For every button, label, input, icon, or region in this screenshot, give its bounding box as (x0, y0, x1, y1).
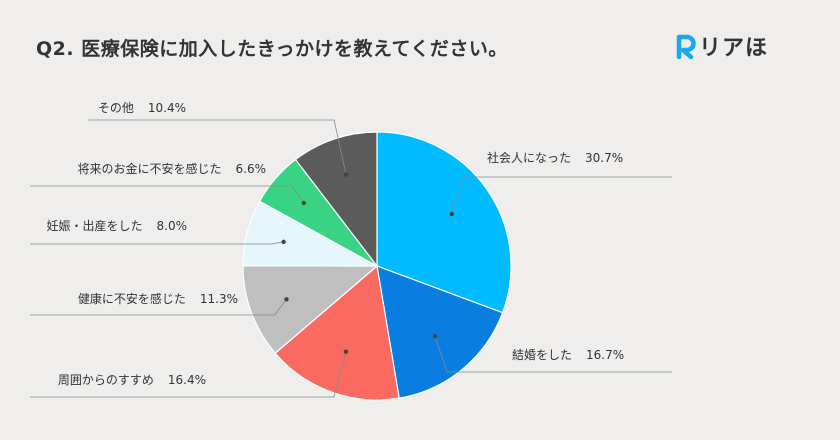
leader-dot-7 (343, 172, 349, 177)
leader-line-4 (30, 299, 287, 316)
slice-label-4: 健康に不安を感じた 11.3% (78, 291, 238, 306)
pie-slice-7 (294, 131, 378, 268)
brand-logo: リアほ (675, 30, 768, 62)
leader-line-7 (88, 119, 347, 175)
leader-dot-2 (432, 334, 438, 339)
brand-name: リアほ (699, 36, 769, 61)
slice-label-5: 妊娠・出産をした 8.0% (46, 218, 187, 233)
pie-slice-4 (242, 265, 379, 354)
slice-label-6: 将来のお金に不安を感じた 6.6% (77, 161, 266, 176)
pie-slice-1 (376, 131, 512, 314)
leader-dot-4 (284, 297, 289, 302)
brand-r-icon (676, 34, 696, 59)
leader-line-2 (434, 336, 672, 373)
leader-line-1 (451, 176, 672, 215)
slice-label-3: 周囲からのすすめ 16.4% (58, 373, 206, 387)
slice-label-7: その他 10.4% (98, 101, 186, 115)
pie-slice-2 (376, 265, 504, 399)
leader-line-6 (30, 185, 305, 204)
leader-line-5 (30, 241, 284, 245)
leader-dot-3 (343, 349, 349, 354)
leader-dot-1 (449, 211, 455, 217)
leader-line-3 (30, 351, 347, 398)
leader-dot-5 (281, 239, 286, 245)
leader-dot-6 (301, 200, 307, 206)
slice-label-2: 結婚をした 16.7% (512, 348, 624, 362)
slice-label-1: 社会人になった 30.7% (487, 150, 623, 165)
chart-title: Q2. 医療保険に加入したきっかけを教えてください。 (36, 38, 508, 60)
pie-slice-3 (274, 264, 400, 401)
